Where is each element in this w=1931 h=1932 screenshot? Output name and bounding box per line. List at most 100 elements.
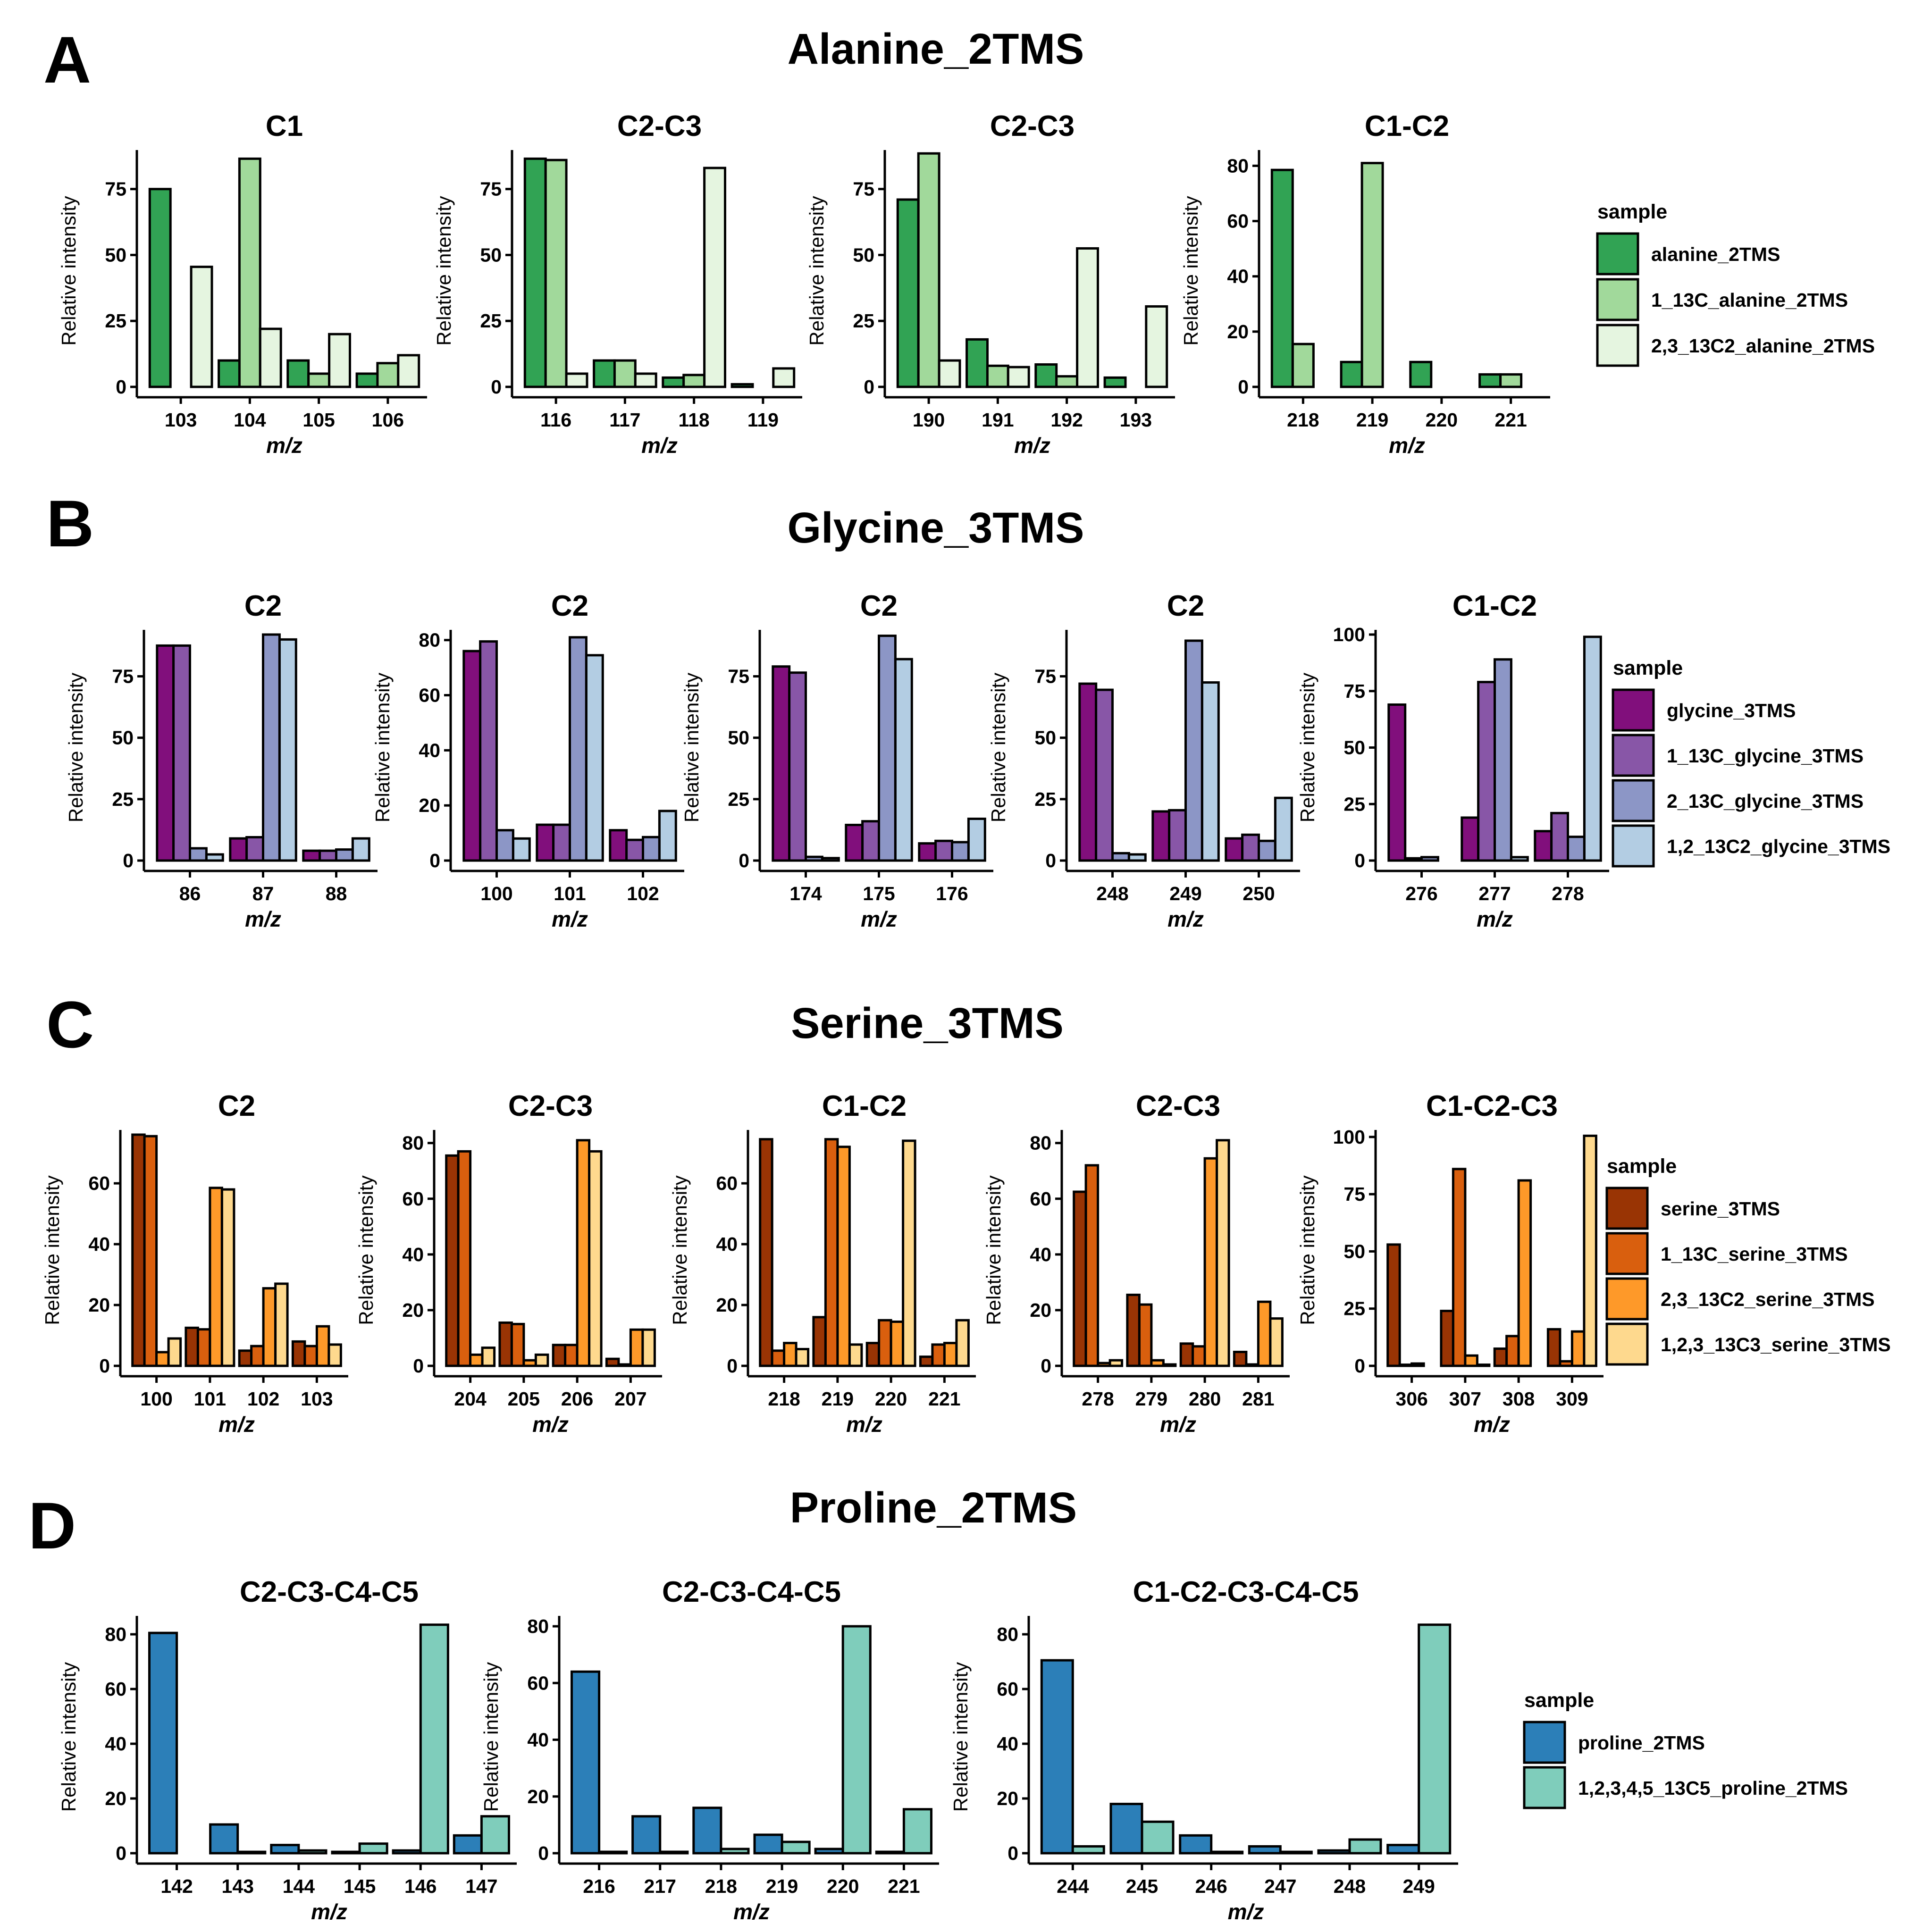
y-tick-label: 40: [88, 1233, 110, 1255]
bar-248-1_13C_glycine_3TMS: [1095, 688, 1114, 862]
bar-100-2,3_13C2_serine_3TMS: [155, 1351, 170, 1367]
panel-letter-b: B: [46, 486, 94, 560]
bar-218-1,2,3_13C3_serine_3TMS: [795, 1348, 810, 1367]
bar-87-glycine_3TMS: [229, 837, 248, 862]
bar-175-glycine_3TMS: [845, 824, 864, 862]
bar-250-2_13C_glycine_3TMS: [1258, 839, 1276, 862]
bar-281-serine_3TMS: [1233, 1351, 1248, 1367]
x-tick-label: 86: [179, 883, 201, 904]
legend-label: 2_13C_glycine_3TMS: [1667, 790, 1864, 812]
bar-104-1_13C_alanine_2TMS: [238, 157, 261, 388]
bar-190-1_13C_alanine_2TMS: [917, 152, 940, 388]
chart-title: C2-C3-C4-C5: [240, 1576, 419, 1608]
chart-c-10: C2-C3 0 20 40 60 80 204 205 206 207 m/z Relative in…: [355, 1090, 662, 1437]
y-tick-label: 25: [112, 788, 134, 810]
y-tick-label: 0: [116, 376, 126, 398]
x-tick-label: 250: [1243, 883, 1275, 904]
chart-title: C1-C2: [822, 1090, 907, 1122]
chart-title: C2-C3: [508, 1090, 593, 1122]
y-tick-label: 60: [105, 1678, 126, 1700]
x-axis-label: m/z: [1389, 433, 1425, 458]
bar-248-proline_2TMS: [1317, 1849, 1351, 1855]
y-tick-label: 60: [88, 1172, 110, 1194]
y-tick-label: 75: [112, 666, 134, 687]
y-tick-label: 80: [1030, 1132, 1051, 1154]
bar-279-1,2,3_13C3_serine_3TMS: [1162, 1363, 1177, 1367]
x-tick-label: 279: [1135, 1388, 1167, 1410]
bar-88-1_13C_glycine_3TMS: [319, 849, 337, 862]
x-axis-label: m/z: [532, 1412, 569, 1437]
bar-249-glycine_3TMS: [1151, 810, 1171, 862]
bar-191-2,3_13C2_alanine_2TMS: [1007, 366, 1030, 388]
x-tick-label: 193: [1120, 409, 1152, 431]
x-tick-label: 206: [561, 1388, 593, 1410]
bar-206-1_13C_serine_3TMS: [564, 1344, 579, 1367]
bar-218-alanine_2TMS: [1270, 168, 1294, 388]
y-tick-label: 0: [1354, 1355, 1365, 1377]
x-tick-label: 218: [1287, 409, 1319, 431]
y-tick-label: 20: [716, 1294, 738, 1316]
x-tick-label: 218: [705, 1875, 737, 1897]
bar-221-1_13C_alanine_2TMS: [1499, 373, 1523, 388]
y-tick-label: 40: [105, 1733, 126, 1755]
bar-117-alanine_2TMS: [593, 359, 616, 388]
bar-190-alanine_2TMS: [896, 198, 920, 388]
legend-b: sample glycine_3TMS 1_13C_glycine_3TMS 2_13…: [1612, 657, 1890, 868]
y-axis-label: Relative intensity: [433, 196, 455, 345]
x-tick-label: 217: [644, 1875, 676, 1897]
y-axis-label: Relative intensity: [480, 1662, 502, 1812]
x-tick-label: 221: [888, 1875, 920, 1897]
bar-207-2,3_13C2_serine_3TMS: [629, 1328, 644, 1367]
x-tick-label: 106: [372, 409, 404, 431]
bar-192-2,3_13C2_alanine_2TMS: [1076, 247, 1100, 388]
bar-278-1_13C_glycine_3TMS: [1550, 811, 1570, 862]
bar-118-alanine_2TMS: [662, 376, 685, 388]
bar-144-1,2,3,4,5_13C5_proline_2TMS: [297, 1849, 327, 1855]
x-tick-label: 221: [1494, 409, 1527, 431]
bar-221-proline_2TMS: [875, 1850, 905, 1855]
y-tick-label: 100: [1333, 624, 1365, 645]
bar-221-1_13C_serine_3TMS: [931, 1343, 946, 1367]
y-tick-label: 20: [402, 1299, 424, 1321]
x-tick-label: 118: [679, 409, 710, 431]
bar-218-1_13C_alanine_2TMS: [1291, 343, 1315, 388]
y-tick-label: 80: [105, 1623, 126, 1645]
y-axis-label: Relative intensity: [58, 196, 80, 345]
x-tick-label: 247: [1264, 1875, 1296, 1897]
x-tick-label: 280: [1189, 1388, 1221, 1410]
bar-103-alanine_2TMS: [148, 188, 172, 388]
bar-101-glycine_3TMS: [536, 823, 555, 862]
y-axis-label: Relative intensity: [371, 673, 394, 822]
y-axis-label: Relative intensity: [1180, 196, 1202, 345]
bar-247-1,2,3,4,5_13C5_proline_2TMS: [1279, 1850, 1313, 1855]
x-tick-label: 204: [454, 1388, 487, 1410]
y-tick-label: 80: [997, 1623, 1018, 1645]
bar-279-1_13C_serine_3TMS: [1138, 1303, 1153, 1367]
y-axis-label: Relative intensity: [806, 196, 828, 345]
panel-headers: A Alanine_2TMS B Glycine_3TMS C Serine_3…: [28, 23, 1084, 1563]
x-tick-label: 144: [283, 1875, 315, 1897]
bar-88-2_13C_glycine_3TMS: [335, 848, 354, 862]
legend-d: sample proline_2TMS 1,2,3,4,5_13C5_proline…: [1523, 1689, 1848, 1809]
y-tick-label: 0: [727, 1355, 738, 1377]
bar-87-1_13C_glycine_3TMS: [245, 836, 264, 862]
bar-220-1,2,3,4,5_13C5_proline_2TMS: [841, 1625, 872, 1855]
y-tick-label: 20: [997, 1788, 1018, 1809]
x-tick-label: 100: [140, 1388, 172, 1410]
bar-219-alanine_2TMS: [1340, 360, 1363, 388]
y-tick-label: 60: [419, 685, 440, 706]
x-tick-label: 220: [1426, 409, 1458, 431]
y-axis-label: Relative intensity: [41, 1175, 63, 1325]
x-tick-label: 174: [789, 883, 822, 904]
legend-label: 2,3_13C2_serine_3TMS: [1661, 1288, 1875, 1310]
bar-102-2,3_13C2_serine_3TMS: [262, 1287, 277, 1367]
bar-246-proline_2TMS: [1179, 1834, 1213, 1855]
y-axis-label: Relative intensity: [949, 1662, 972, 1812]
legend-a: sample alanine_2TMS 1_13C_alanine_2TMS 2,3_…: [1596, 201, 1875, 367]
x-tick-label: 248: [1096, 883, 1128, 904]
x-tick-label: 103: [165, 409, 197, 431]
x-tick-label: 244: [1057, 1875, 1089, 1897]
chart-title: C2-C3-C4-C5: [662, 1576, 841, 1608]
x-axis-label: m/z: [846, 1412, 882, 1437]
y-tick-label: 25: [1343, 793, 1365, 815]
